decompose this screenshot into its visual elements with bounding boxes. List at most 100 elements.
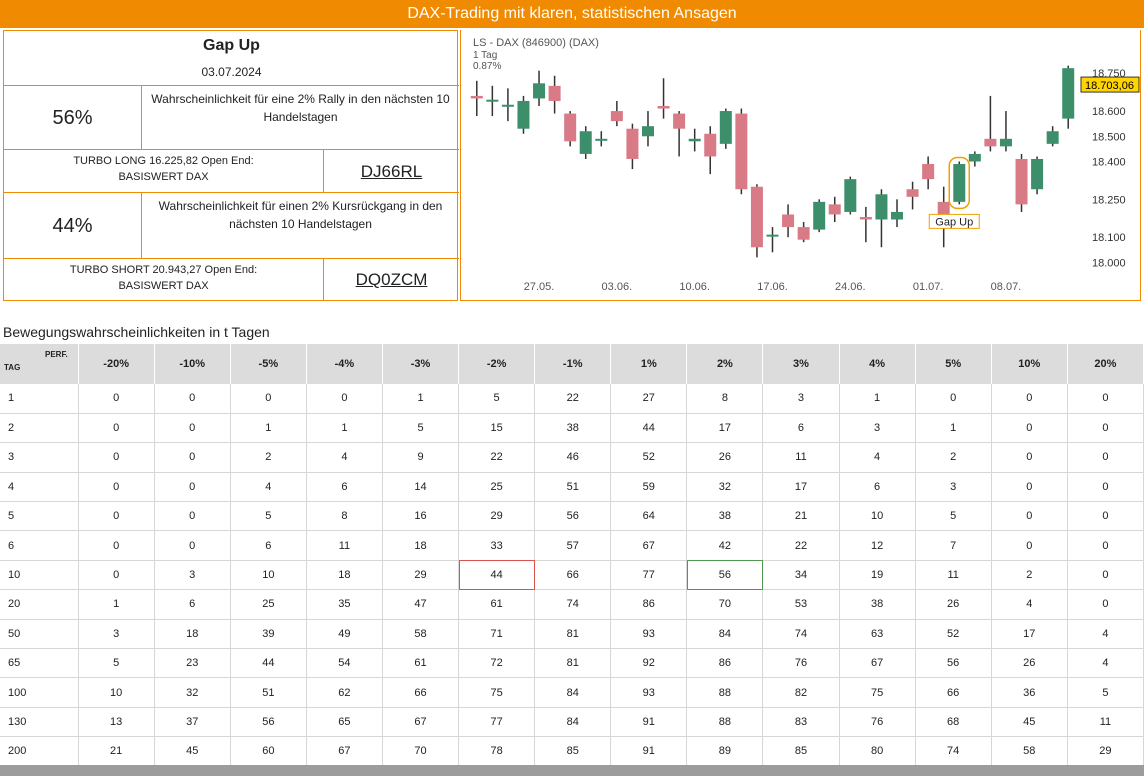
value-cell: 21 <box>762 501 840 532</box>
value-cell: 0 <box>991 384 1068 414</box>
signal-header: Gap Up 03.07.2024 <box>4 31 459 86</box>
value-cell: 17 <box>762 472 840 503</box>
chart-change: 0.87% <box>473 61 501 72</box>
column-header: 1% <box>610 344 688 384</box>
gap-up-label-box <box>928 213 980 229</box>
column-header: -10% <box>154 344 231 384</box>
value-cell: 52 <box>915 619 992 650</box>
value-cell: 11 <box>762 442 840 473</box>
value-cell: 6 <box>230 530 307 561</box>
value-cell: 0 <box>78 560 155 591</box>
candle-body <box>984 138 997 147</box>
x-tick-label: 03.06. <box>602 281 633 293</box>
day-cell: 65 <box>0 648 79 679</box>
column-header: 10% <box>991 344 1068 384</box>
value-cell: 93 <box>610 677 688 708</box>
turbo-long-info: TURBO LONG 16.225,82 Open End: BASISWERT… <box>4 150 324 193</box>
value-cell: 6 <box>154 589 231 620</box>
day-cell: 20 <box>0 589 79 620</box>
turbo-long-code-link[interactable]: DJ66RL <box>324 150 459 193</box>
value-cell: 21 <box>78 736 155 767</box>
candle-body <box>1015 158 1028 205</box>
value-cell: 72 <box>458 648 536 679</box>
candle-body <box>750 186 763 248</box>
value-cell: 1 <box>839 384 916 414</box>
x-tick-label: 10.06. <box>679 281 710 293</box>
value-cell: 1 <box>382 384 460 414</box>
turbo-short-code-link[interactable]: DQ0ZCM <box>355 270 428 289</box>
column-header: -5% <box>230 344 307 384</box>
candle-body <box>844 179 857 212</box>
short-description: Wahrscheinlichkeit für einen 2% Kursrück… <box>142 193 459 259</box>
value-cell: 10 <box>839 501 916 532</box>
candle-body <box>782 214 795 228</box>
value-cell: 7 <box>915 530 992 561</box>
value-cell: 37 <box>154 707 231 738</box>
y-tick-label: 18.500 <box>1092 131 1126 143</box>
gap-up-label: Gap Up <box>935 216 973 228</box>
value-cell: 5 <box>458 384 536 414</box>
value-cell: 0 <box>1067 530 1144 561</box>
value-cell: 0 <box>1067 413 1144 444</box>
table-section-title: Bewegungswahrscheinlichkeiten in t Tagen <box>3 324 270 340</box>
value-cell: 32 <box>686 472 764 503</box>
value-cell: 39 <box>230 619 307 650</box>
candle-body <box>922 164 935 180</box>
candle-body <box>641 126 654 137</box>
value-cell: 75 <box>839 677 916 708</box>
long-probability: 56% <box>4 86 142 150</box>
x-tick-label: 01.07. <box>913 281 944 293</box>
value-cell: 61 <box>382 648 460 679</box>
value-cell: 32 <box>154 677 231 708</box>
value-cell: 15 <box>458 413 536 444</box>
candle-body <box>610 111 623 122</box>
column-header: 4% <box>839 344 916 384</box>
value-cell: 42 <box>686 530 764 561</box>
candle-body <box>999 138 1012 147</box>
value-cell: 4 <box>1067 648 1144 679</box>
value-cell: 77 <box>458 707 536 738</box>
value-cell: 75 <box>458 677 536 708</box>
value-cell: 74 <box>762 619 840 650</box>
value-cell: 3 <box>78 619 155 650</box>
value-cell: 67 <box>382 707 460 738</box>
value-cell: 70 <box>382 736 460 767</box>
value-cell: 71 <box>458 619 536 650</box>
column-header: 2% <box>686 344 764 384</box>
value-cell: 45 <box>154 736 231 767</box>
candle-body <box>797 227 810 240</box>
value-cell: 81 <box>534 619 612 650</box>
value-cell: 84 <box>686 619 764 650</box>
value-cell: 33 <box>458 530 536 561</box>
value-cell: 88 <box>686 677 764 708</box>
value-cell: 3 <box>915 472 992 503</box>
value-cell: 19 <box>839 560 916 591</box>
value-cell: 11 <box>1067 707 1144 738</box>
candle-body <box>595 138 608 141</box>
value-cell: 5 <box>78 648 155 679</box>
gap-up-highlight <box>948 156 971 210</box>
table-row: 4 0 0 4 6 14 25 51 59 32 17 6 3 0 0 <box>0 472 1144 503</box>
value-cell: 60 <box>230 736 307 767</box>
value-cell: 18 <box>306 560 383 591</box>
candle-body <box>533 83 546 99</box>
value-cell: 45 <box>991 707 1068 738</box>
day-cell: 50 <box>0 619 79 650</box>
current-value-badge <box>1080 76 1140 93</box>
value-cell: 86 <box>610 589 688 620</box>
value-cell: 54 <box>306 648 383 679</box>
value-cell: 2 <box>230 442 307 473</box>
value-cell: 3 <box>839 413 916 444</box>
value-cell: 78 <box>458 736 536 767</box>
chart-title: LS - DAX (846900) (DAX) <box>473 37 599 49</box>
turbo-short-line1: TURBO SHORT 20.943,27 Open End: <box>69 264 258 276</box>
value-cell: 14 <box>382 472 460 503</box>
value-cell: 26 <box>915 589 992 620</box>
probability-table: PERF. TAG -20% -10% -5% -4% -3% -2% -1% 1% 2% 3% 4… <box>0 344 1144 767</box>
value-cell: 44 <box>610 413 688 444</box>
candle-body <box>813 201 826 230</box>
value-cell: 85 <box>762 736 840 767</box>
value-cell: 93 <box>610 619 688 650</box>
value-cell: 49 <box>306 619 383 650</box>
perf-label: PERF. <box>45 350 68 359</box>
